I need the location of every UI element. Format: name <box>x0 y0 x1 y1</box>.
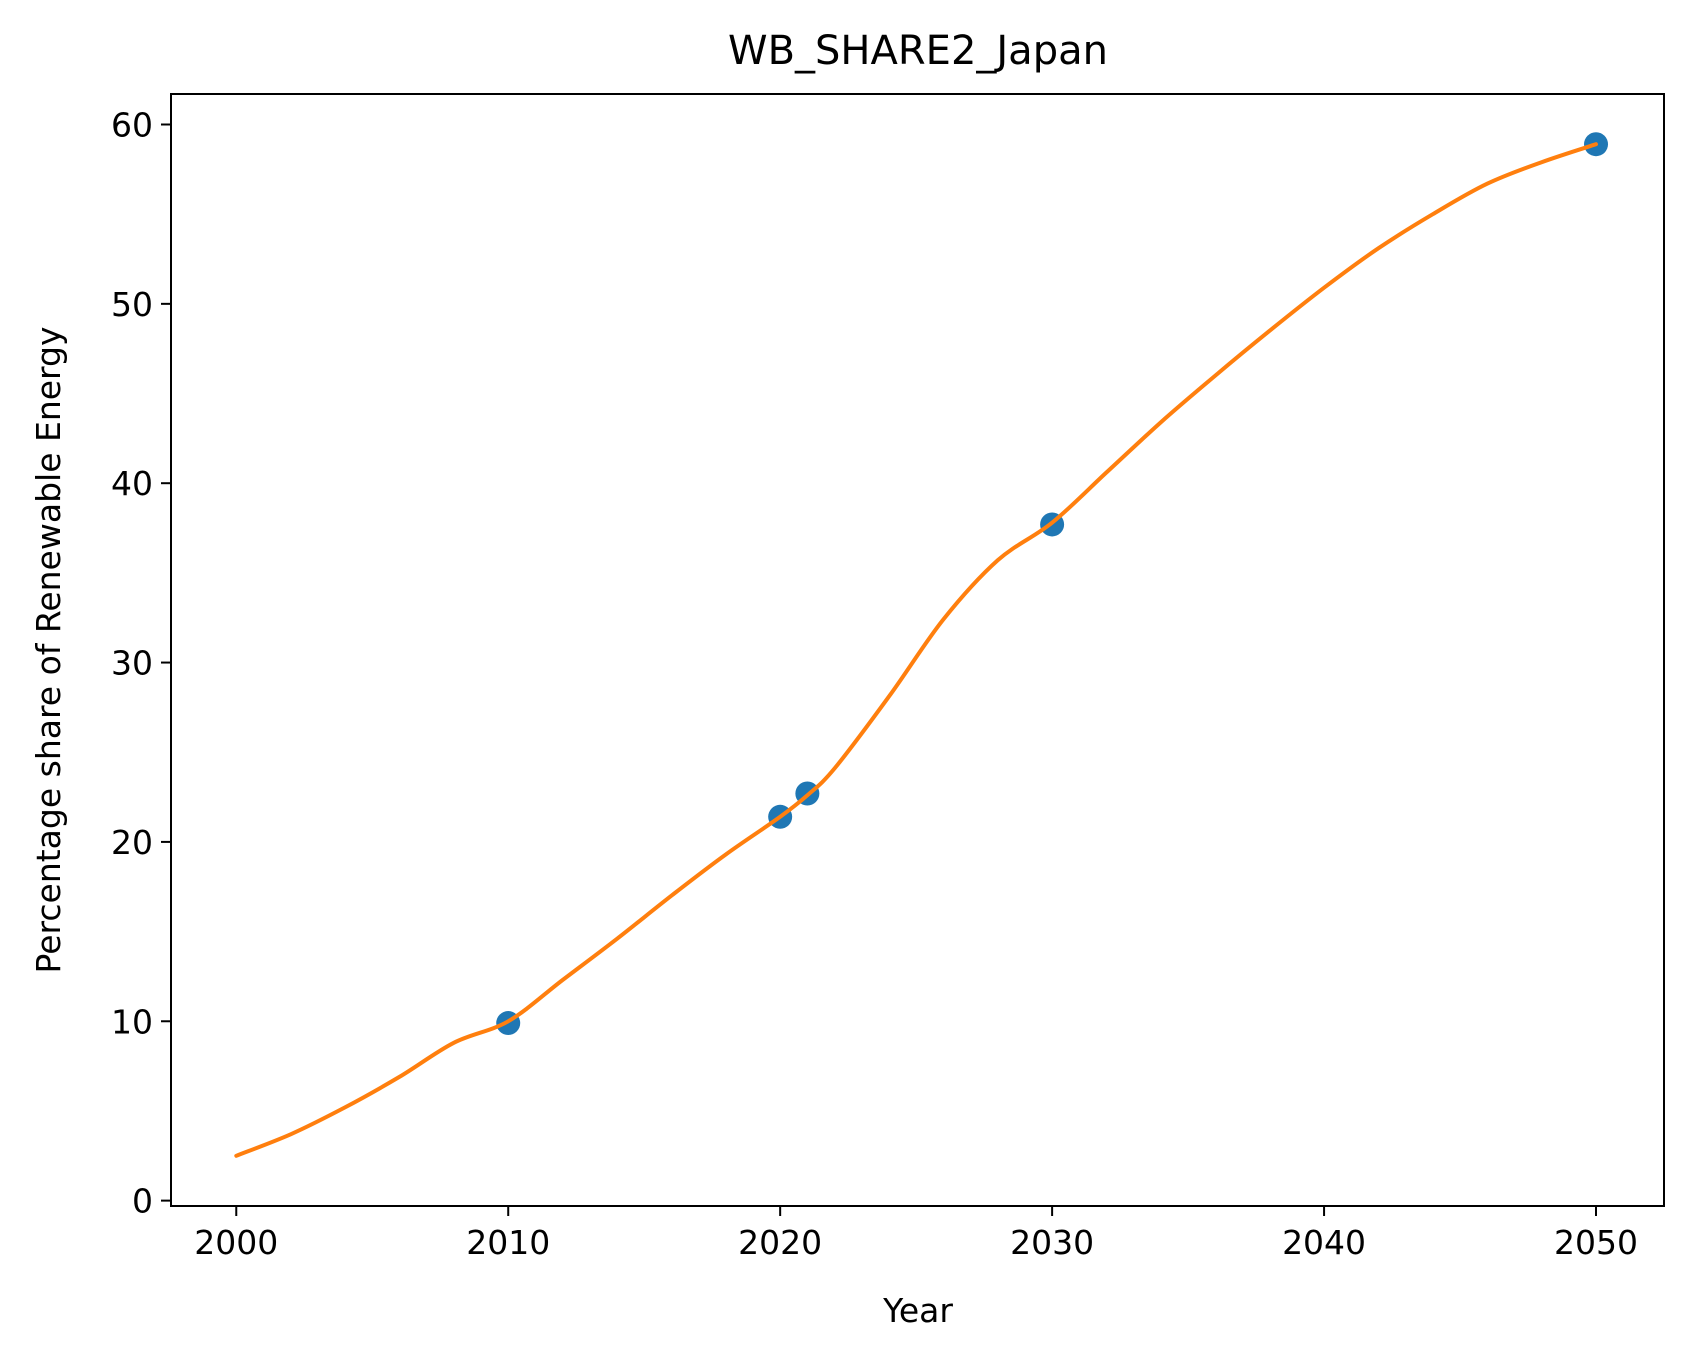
x-tick-label: 2040 <box>1282 1223 1366 1262</box>
fitted-curve-line <box>234 142 1598 1158</box>
y-tick-label: 30 <box>111 644 153 683</box>
y-axis-label: Percentage share of Renewable Energy <box>29 326 68 973</box>
x-axis: 2000 2010 2020 2030 2040 2050 <box>194 1206 1638 1262</box>
x-axis-label: Year <box>882 1291 953 1330</box>
x-tick-label: 2020 <box>738 1223 822 1262</box>
y-tick-label: 0 <box>132 1182 153 1221</box>
y-axis: 0 10 20 30 40 50 60 <box>111 105 171 1221</box>
x-tick-label: 2050 <box>1554 1223 1638 1262</box>
y-tick-label: 20 <box>111 823 153 862</box>
x-tick-label: 2010 <box>466 1223 550 1262</box>
y-tick-label: 10 <box>111 1002 153 1041</box>
chart-title: WB_SHARE2_Japan <box>728 28 1108 74</box>
y-tick-label: 50 <box>111 285 153 324</box>
y-tick-label: 60 <box>111 105 153 144</box>
x-tick-label: 2030 <box>1010 1223 1094 1262</box>
x-tick-label: 2000 <box>194 1223 278 1262</box>
plot-content <box>234 132 1609 1158</box>
plot-frame <box>170 93 1665 1207</box>
y-tick-label: 40 <box>111 464 153 503</box>
